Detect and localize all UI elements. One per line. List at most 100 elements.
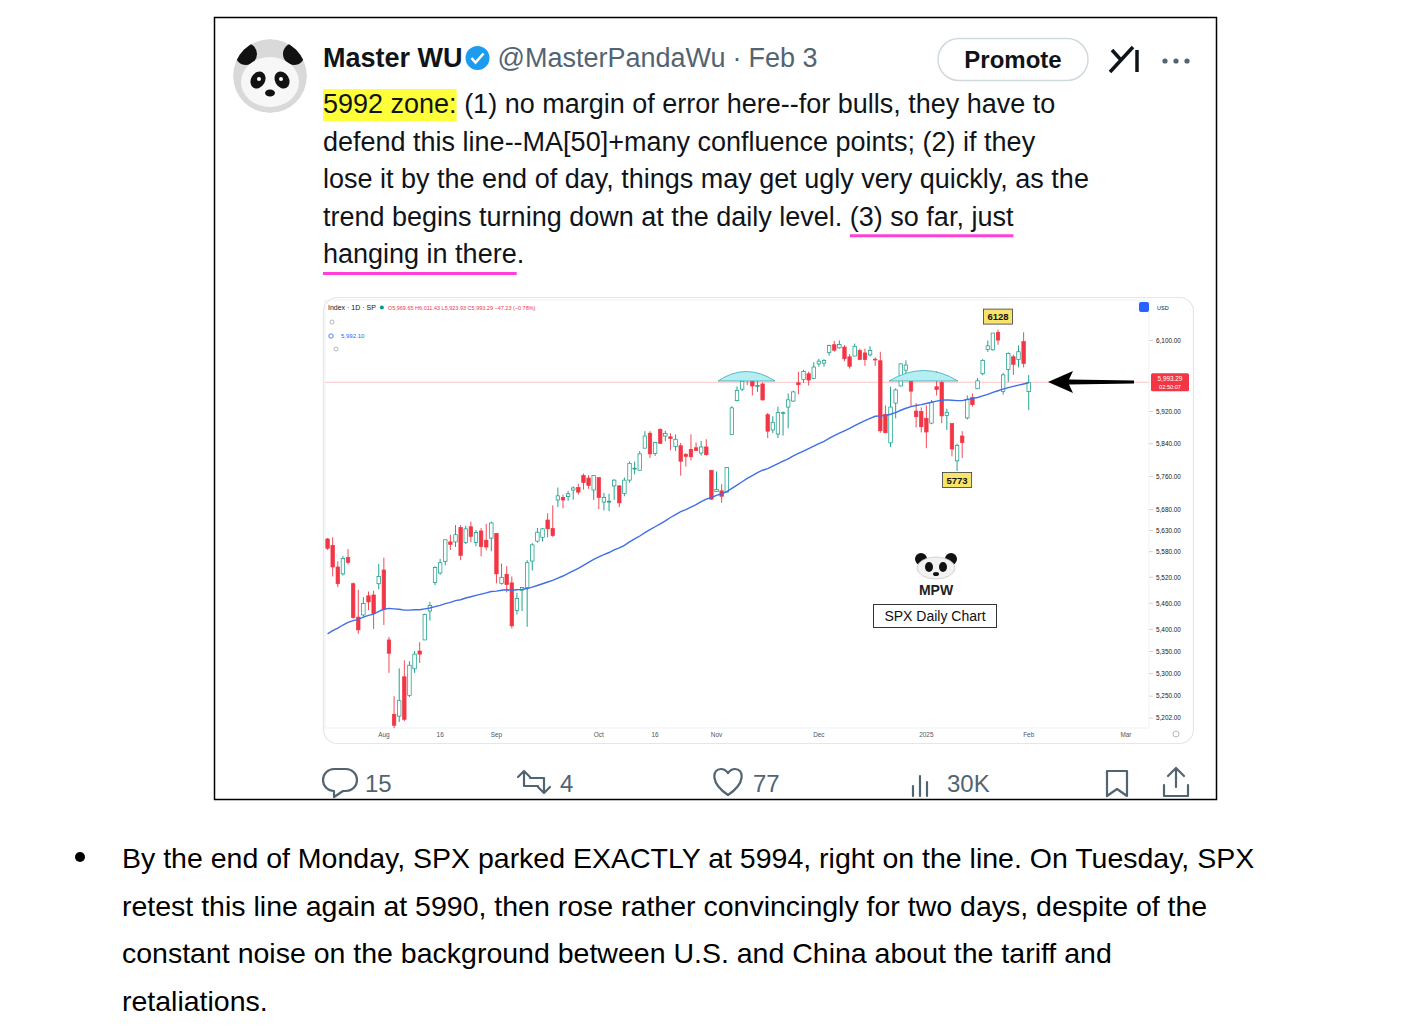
- candle-body: [658, 430, 661, 444]
- candle-body: [955, 445, 958, 460]
- watermark-box: [874, 605, 997, 628]
- x-tick-label: Aug: [378, 731, 390, 739]
- candle-body: [326, 539, 329, 548]
- like-count[interactable]: 77: [753, 770, 780, 797]
- candle-body: [848, 357, 851, 366]
- candle-body: [920, 411, 923, 426]
- candle-body: [689, 449, 692, 456]
- x-tick-label: Oct: [594, 731, 604, 738]
- candle-body: [715, 490, 718, 492]
- y-tick-label: 6,100.00: [1156, 337, 1181, 344]
- plot-area: [325, 330, 1149, 728]
- candle-body: [786, 400, 789, 407]
- avatar: [233, 39, 307, 113]
- candle-body: [413, 654, 416, 669]
- reply-count[interactable]: 15: [365, 770, 392, 797]
- candle-body: [454, 535, 457, 542]
- tweet-text: hanging in there: [323, 239, 517, 269]
- candle-body: [802, 371, 805, 379]
- bullet-dot: [75, 852, 85, 862]
- candle-body: [597, 478, 600, 498]
- share-icon[interactable]: [1164, 768, 1188, 796]
- y-tick-label: 5,520.00: [1156, 574, 1181, 581]
- candle-body: [397, 701, 400, 716]
- views-count[interactable]: 30K: [947, 770, 990, 797]
- candle-body: [433, 567, 436, 582]
- more-dot[interactable]: [1162, 58, 1167, 63]
- candle-body: [797, 383, 800, 385]
- candle-body: [525, 563, 528, 588]
- logo-eye: [939, 562, 947, 572]
- candle-body: [730, 408, 733, 435]
- candle-body: [566, 494, 569, 497]
- plot-frame: [325, 300, 1149, 728]
- page: Master WU@MasterPandaWu·Feb 3Promote5992…: [0, 0, 1422, 1035]
- last-price-line: [325, 382, 1149, 383]
- candle-body: [684, 454, 687, 456]
- candle-wick: [562, 495, 563, 509]
- background: [0, 0, 1422, 1035]
- bookmark-icon[interactable]: [1107, 771, 1127, 796]
- candle-body: [469, 527, 472, 537]
- tweet-date: Feb 3: [749, 43, 818, 73]
- repost-count[interactable]: 4: [560, 770, 573, 797]
- promote-label[interactable]: Promote: [964, 46, 1061, 73]
- views-icon[interactable]: [913, 776, 927, 796]
- candle-body: [914, 411, 917, 417]
- settings-icon: [1139, 302, 1149, 312]
- y-tick: [1149, 603, 1153, 604]
- candle-body: [986, 346, 989, 350]
- candle-body: [699, 447, 702, 453]
- avatar-eye-patch: [271, 69, 292, 92]
- y-tick-label: 5,580.00: [1156, 548, 1181, 555]
- candle-body: [336, 567, 339, 584]
- candle-wick: [946, 409, 947, 430]
- y-tick-label: 5,840.00: [1156, 440, 1181, 447]
- annotation-box: [983, 309, 1012, 324]
- y-tick-label: 5,250.00: [1156, 692, 1181, 699]
- candle-body: [930, 403, 933, 423]
- eye-icon: [334, 347, 338, 351]
- candle-body: [935, 387, 938, 390]
- candle-body: [679, 446, 682, 461]
- text-underline: [323, 272, 517, 275]
- candle-body: [827, 346, 830, 353]
- candle-body: [781, 412, 784, 414]
- grok-icon[interactable]: [1110, 47, 1137, 72]
- candle-body: [607, 501, 610, 503]
- reply-icon[interactable]: [323, 769, 357, 797]
- candle-body: [822, 360, 825, 363]
- candle-body: [904, 365, 907, 370]
- candle-body: [648, 433, 651, 454]
- separator: ·: [733, 43, 742, 73]
- promote-button[interactable]: [938, 39, 1088, 81]
- ohlc-header: O5,969.65 H6,011.43 L5,923.93 C5,993.29 …: [388, 305, 536, 311]
- candle-body: [761, 384, 764, 400]
- candle-body: [510, 583, 513, 626]
- candle-body: [377, 576, 380, 583]
- candle-body: [940, 382, 943, 415]
- candle-body: [776, 413, 779, 434]
- more-dot[interactable]: [1173, 58, 1178, 63]
- candle-body: [925, 418, 928, 432]
- y-tick-label: 5,760.00: [1156, 473, 1181, 480]
- bullet-text: constant noise on the background between…: [122, 937, 1112, 969]
- y-tick-label: 5,300.00: [1156, 670, 1181, 677]
- candle-wick: [716, 471, 717, 491]
- candle-body: [879, 361, 882, 431]
- candle-body: [664, 434, 667, 436]
- candle-body: [889, 407, 892, 443]
- bullet-text: retaliations.: [122, 985, 268, 1017]
- candle-wick: [670, 433, 671, 450]
- like-icon[interactable]: [714, 769, 741, 795]
- candle-body: [423, 615, 426, 640]
- avatar-bg: [233, 39, 307, 113]
- repost-icon[interactable]: [518, 771, 550, 793]
- more-dot[interactable]: [1184, 58, 1189, 63]
- annotation-box: [943, 473, 972, 488]
- candle-body: [894, 390, 897, 403]
- candle-body: [577, 488, 580, 493]
- x-tick-label: Feb: [1023, 731, 1034, 738]
- candle-body: [623, 480, 626, 493]
- y-tick: [1149, 411, 1153, 412]
